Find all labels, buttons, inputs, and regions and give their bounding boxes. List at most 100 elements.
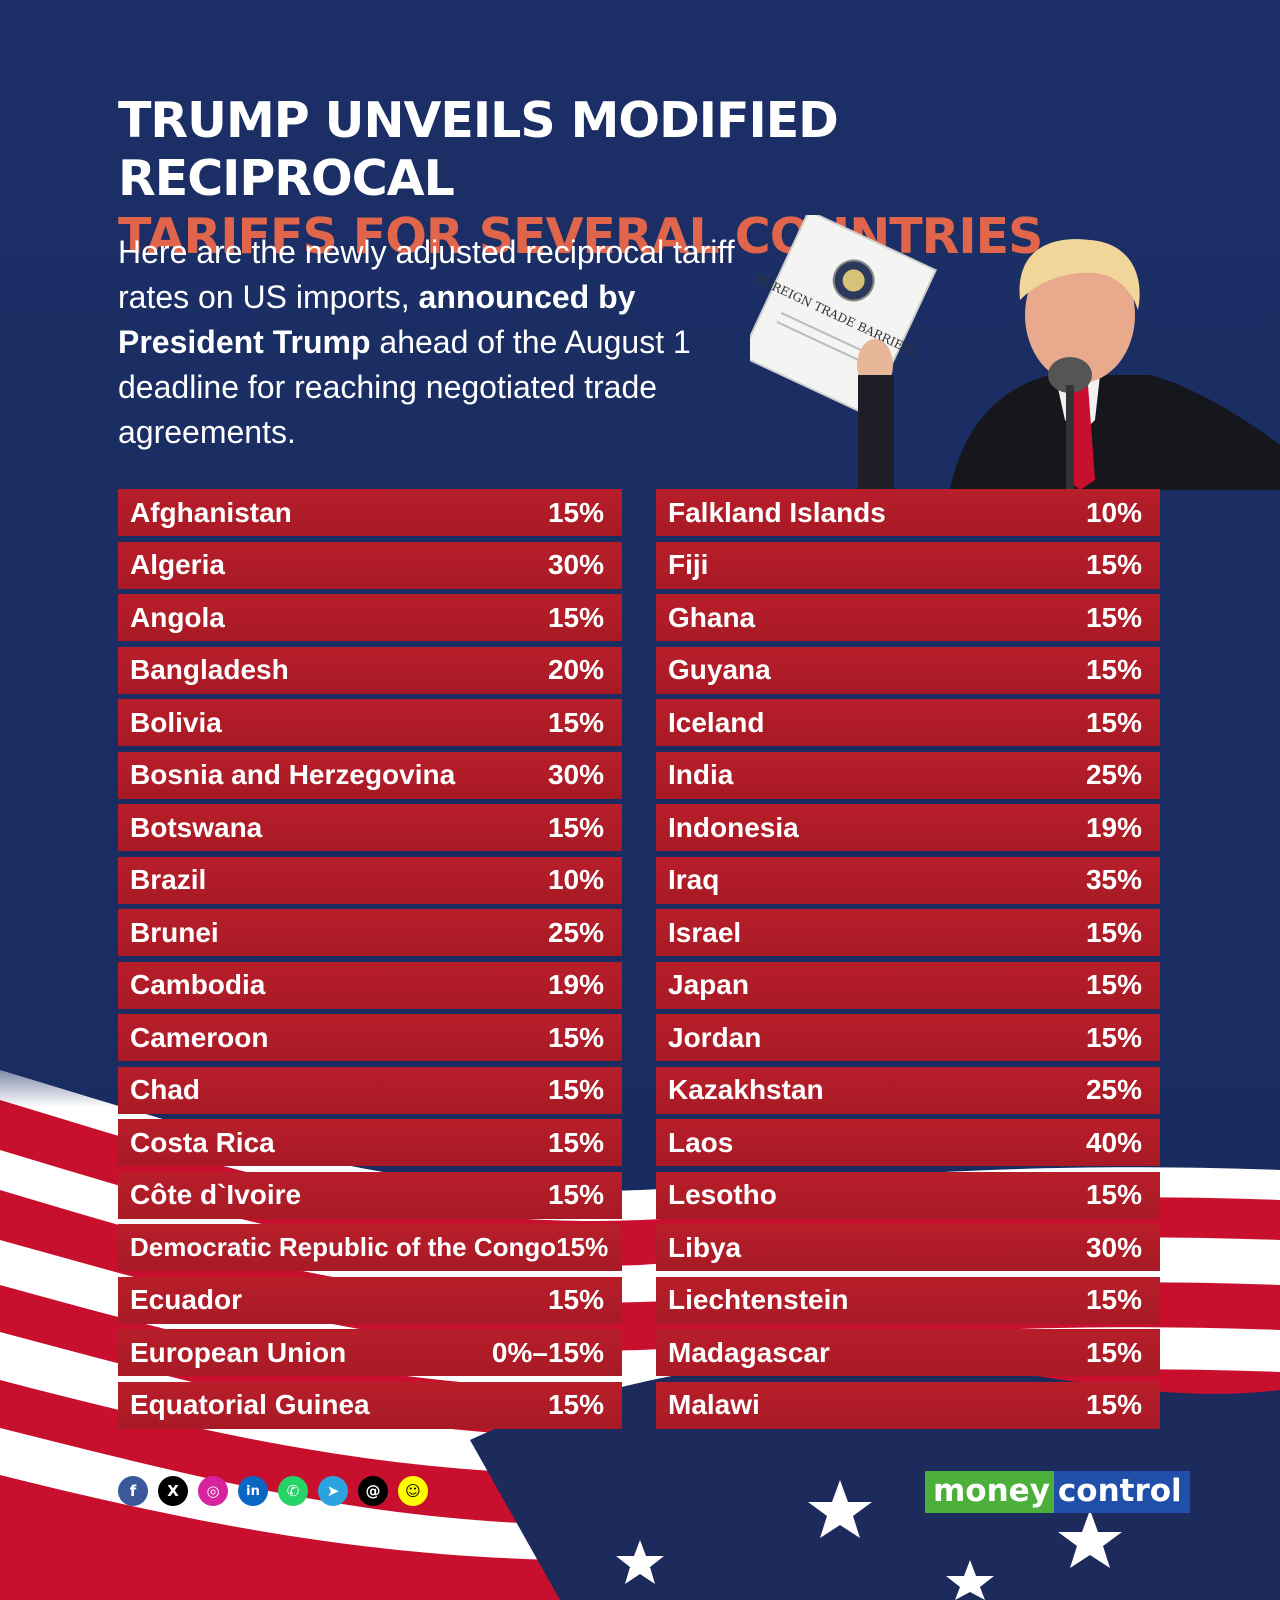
- country-name: Iceland: [668, 706, 765, 738]
- country-name: Bangladesh: [130, 654, 289, 685]
- country-name: European Union: [130, 1336, 347, 1368]
- headline: TRUMP UNVEILS MODIFIED RECIPROCAL TARIFF…: [118, 92, 1178, 266]
- table-row: Kazakhstan 25%: [656, 1066, 1160, 1114]
- tariff-rate: 30%: [1085, 1231, 1142, 1263]
- moneycontrol-logo: money control: [925, 1469, 1190, 1515]
- telegram-icon[interactable]: ➤: [318, 1476, 348, 1506]
- logo-part-control: control: [1053, 1471, 1190, 1513]
- country-name: Guyana: [668, 654, 771, 685]
- threads-icon[interactable]: @: [358, 1476, 388, 1506]
- logo-part-money: money: [925, 1471, 1054, 1513]
- country-name: Malawi: [668, 1389, 760, 1420]
- table-row: Falkland Islands 10%: [656, 489, 1160, 536]
- tariff-rate: 30%: [547, 759, 604, 790]
- country-name: Botswana: [130, 811, 263, 843]
- linkedin-icon[interactable]: in: [238, 1476, 268, 1506]
- table-row: Jordan 15%: [656, 1014, 1160, 1061]
- social-links: f X ◎ in ✆ ➤ @ ☺: [118, 1476, 428, 1506]
- tariff-rate: 15%: [1085, 916, 1142, 948]
- table-row: Libya 30%: [656, 1224, 1160, 1271]
- tariff-rate: 15%: [1085, 1284, 1142, 1315]
- tariff-rate: 15%: [547, 1179, 604, 1210]
- tariff-rate: 15%: [547, 1126, 604, 1158]
- table-row: Liechtenstein 15%: [656, 1276, 1160, 1324]
- tariff-rate: 15%: [1085, 1179, 1142, 1210]
- tariff-rate: 25%: [1085, 1074, 1142, 1105]
- tariff-rate: 15%: [1085, 601, 1142, 633]
- tariff-rate: 15%: [1085, 969, 1142, 1000]
- country-name: Kazakhstan: [668, 1074, 824, 1105]
- table-row: European Union 0%–15%: [118, 1329, 622, 1376]
- country-name: Democratic Republic of the Congo: [130, 1232, 557, 1262]
- tariff-rate: 19%: [1085, 811, 1142, 843]
- tariff-rate: 15%: [1085, 1021, 1142, 1053]
- table-row: Côte d`Ivoire 15%: [118, 1171, 622, 1219]
- tariff-rate: 15%: [1085, 654, 1142, 685]
- instagram-icon[interactable]: ◎: [198, 1476, 228, 1506]
- tariff-rate: 0%–15%: [491, 1336, 604, 1368]
- table-row: Iraq 35%: [656, 856, 1160, 904]
- country-name: Brazil: [130, 864, 207, 895]
- tariff-rate: 15%: [547, 601, 604, 633]
- country-name: Afghanistan: [130, 496, 292, 528]
- table-row: Costa Rica 15%: [118, 1119, 622, 1166]
- table-row: Ghana 15%: [656, 594, 1160, 641]
- table-row: Japan 15%: [656, 961, 1160, 1009]
- country-name: Angola: [130, 601, 225, 633]
- country-name: Madagascar: [668, 1336, 830, 1368]
- tariff-rate: 15%: [1085, 1389, 1142, 1420]
- table-row: Angola 15%: [118, 594, 622, 641]
- country-name: India: [668, 759, 734, 790]
- country-name: Brunei: [130, 916, 219, 948]
- country-name: Indonesia: [668, 811, 799, 843]
- table-row: Brazil 10%: [118, 856, 622, 904]
- country-name: Côte d`Ivoire: [130, 1179, 302, 1210]
- whatsapp-icon[interactable]: ✆: [278, 1476, 308, 1506]
- table-row: Madagascar 15%: [656, 1329, 1160, 1376]
- table-row: Israel 15%: [656, 909, 1160, 956]
- tariff-rate: 15%: [547, 1021, 604, 1053]
- tariff-rate: 25%: [547, 916, 604, 948]
- table-row: Afghanistan 15%: [118, 489, 622, 536]
- country-name: Fiji: [668, 549, 709, 580]
- table-row: Chad 15%: [118, 1066, 622, 1114]
- tariff-rate: 15%: [547, 496, 604, 528]
- tariff-rate: 15%: [1085, 1336, 1142, 1368]
- trump-photo: FOREIGN TRADE BARRIERS: [750, 215, 1280, 490]
- country-name: Lesotho: [668, 1179, 777, 1210]
- table-row: Iceland 15%: [656, 699, 1160, 746]
- tariff-rate: 15%: [556, 1232, 609, 1262]
- country-name: Ghana: [668, 601, 756, 633]
- country-name: Equatorial Guinea: [130, 1389, 370, 1420]
- country-name: Algeria: [130, 549, 225, 580]
- country-name: Jordan: [668, 1021, 762, 1053]
- tariff-rate: 35%: [1085, 864, 1142, 895]
- tariff-rate: 40%: [1085, 1126, 1142, 1158]
- tariff-rate: 20%: [547, 654, 604, 685]
- country-name: Laos: [668, 1126, 734, 1158]
- table-row: Botswana 15%: [118, 804, 622, 851]
- country-name: Falkland Islands: [668, 496, 886, 528]
- table-row: Algeria 30%: [118, 541, 622, 589]
- table-row: Guyana 15%: [656, 646, 1160, 694]
- tariff-rate: 15%: [547, 811, 604, 843]
- x-icon[interactable]: X: [158, 1476, 188, 1506]
- country-name: Chad: [130, 1074, 200, 1105]
- table-row: Bolivia 15%: [118, 699, 622, 746]
- facebook-icon[interactable]: f: [118, 1476, 148, 1506]
- table-row: Equatorial Guinea 15%: [118, 1381, 622, 1429]
- table-row: Democratic Republic of the Congo 15%: [118, 1224, 622, 1271]
- table-row: Bangladesh 20%: [118, 646, 622, 694]
- tariff-rate: 15%: [547, 1074, 604, 1105]
- table-row: India 25%: [656, 751, 1160, 799]
- snapchat-icon[interactable]: ☺: [398, 1476, 428, 1506]
- table-row: Laos 40%: [656, 1119, 1160, 1166]
- table-row: Indonesia 19%: [656, 804, 1160, 851]
- table-row: Cambodia 19%: [118, 961, 622, 1009]
- country-name: Cambodia: [130, 969, 266, 1000]
- table-row: Brunei 25%: [118, 909, 622, 956]
- country-name: Cameroon: [130, 1021, 269, 1053]
- table-row: Bosnia and Herzegovina 30%: [118, 751, 622, 799]
- tariff-rate: 10%: [1085, 496, 1142, 528]
- intro-text-1: Here are the newly adjusted reciprocal t…: [118, 234, 735, 315]
